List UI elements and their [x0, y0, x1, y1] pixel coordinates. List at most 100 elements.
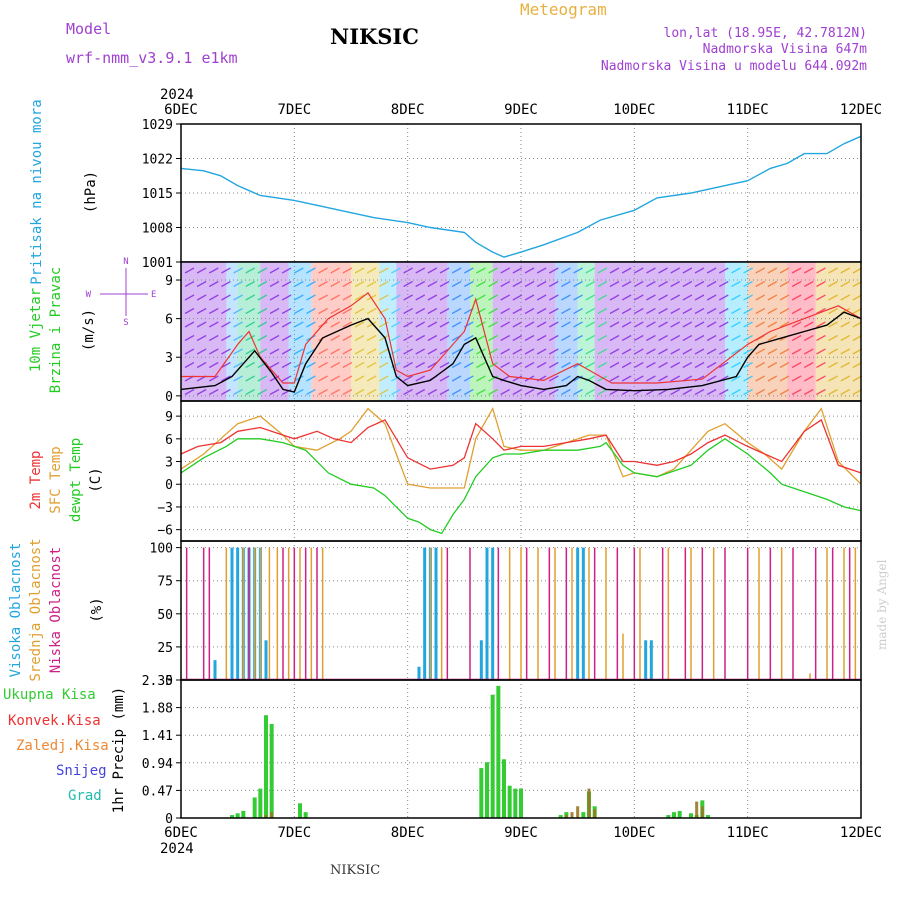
temp-dew-line [180, 438, 862, 535]
wind-arrow [840, 361, 851, 369]
wind-arrow [536, 267, 547, 274]
wind-arrow [840, 307, 851, 315]
wind-arrow [512, 388, 523, 396]
legend-n: N [123, 257, 128, 267]
wind-arrow [488, 294, 498, 301]
wind-arrow [682, 321, 693, 328]
wind-arrow [439, 361, 450, 369]
wind-arrow [512, 348, 523, 355]
wind-arrow [755, 321, 766, 328]
precip-grid [176, 679, 861, 819]
wind-arrow [779, 388, 790, 396]
wind-arrow [318, 280, 328, 288]
wind-arrow [706, 375, 717, 382]
wind-arrow [427, 334, 438, 342]
y-tick-label: 1029 [142, 118, 173, 133]
wind-arrow [803, 334, 814, 342]
wind-arrow [269, 307, 280, 315]
wind-arrow [585, 334, 596, 342]
wind-arrow [330, 361, 341, 369]
wind-arrow [488, 267, 498, 274]
x-tick-bottom-11DEC: 11DEC [727, 825, 769, 841]
wind-arrow [694, 294, 705, 301]
wind-arrow [828, 361, 838, 369]
wind-arrow [451, 280, 462, 288]
wind-arrow [403, 388, 413, 396]
wind-arrow [548, 334, 559, 342]
wind-arrow [743, 388, 753, 396]
wind-arrow [791, 294, 802, 301]
wind-arrow [573, 375, 583, 382]
cloud-bar-high [576, 547, 580, 680]
wind-arrow [524, 307, 535, 315]
wind-arrow [196, 294, 207, 301]
wind-arrow [281, 294, 292, 301]
wind-arrow [293, 280, 304, 288]
wind-arrow [366, 280, 377, 288]
wind-arrow [779, 280, 790, 288]
wind-arrow [221, 267, 231, 274]
wind-arrow [597, 334, 608, 342]
wind-arrow [536, 280, 547, 288]
wind-arrow [791, 321, 802, 328]
wind-arrow [463, 361, 474, 369]
wind-arrow [269, 348, 280, 355]
precip-bar-total [672, 812, 676, 818]
x-axis-bottom: 6DEC 7DEC 8DEC 9DEC 10DEC 11DEC 12DEC [164, 825, 882, 841]
wind-arrow [196, 348, 207, 355]
wind-arrow [706, 267, 717, 274]
wind-arrow [257, 294, 268, 301]
wind-arrow [621, 280, 632, 288]
wind-arrow [184, 334, 195, 342]
wind-arrow [306, 267, 316, 274]
wind-arrow [293, 388, 304, 396]
wind-arrow [476, 361, 486, 369]
precip-legend-conv: Konvek.Kisa [8, 713, 101, 729]
wind-arrow [524, 280, 535, 288]
wind-arrow [391, 388, 401, 396]
x-tick-top-8DEC: 8DEC [391, 102, 425, 118]
wind-arrow [366, 361, 377, 369]
wind-arrow [561, 307, 571, 315]
pressure-panel: 1001 1008 1015 1022 1029 Pritisak na nivou m… [29, 99, 862, 285]
wind-arrow [767, 334, 778, 342]
wind-arrow [500, 348, 511, 355]
wind-arrow [366, 348, 377, 355]
wind-arrow [512, 294, 523, 301]
wind-arrow [828, 307, 838, 315]
wind-arrow [803, 348, 814, 355]
wind-arrow [718, 361, 729, 369]
wind-arrow [803, 294, 814, 301]
wind-arrow [767, 307, 778, 315]
wind-arrow [403, 348, 413, 355]
pressure-line [180, 135, 862, 258]
wind-arrow [403, 294, 413, 301]
wind-arrow [415, 267, 426, 274]
wind-arrow [427, 307, 438, 315]
wind-arrow [439, 334, 450, 342]
wind-arrow [245, 388, 256, 396]
wind-arrow [633, 348, 644, 355]
wind-arrow [318, 361, 328, 369]
wind-arrow [548, 321, 559, 328]
wind-arrow [281, 267, 292, 274]
wind-arrow [306, 375, 316, 382]
wind-arrow [682, 307, 693, 315]
wind-arrow [488, 361, 498, 369]
wind-arrow [500, 280, 511, 288]
wind-arrow [670, 267, 681, 274]
temperature-grid [176, 401, 861, 541]
y-tick-label: 2.35 [142, 674, 173, 689]
wind-arrow [415, 375, 426, 382]
wind-arrow [233, 361, 243, 369]
wind-arrow [463, 267, 474, 274]
precip-bar-total [252, 797, 257, 818]
wind-arrow [573, 280, 583, 288]
wind-arrow [816, 294, 826, 301]
wind-arrow [427, 267, 438, 274]
x-tick-top-7DEC: 7DEC [277, 102, 311, 118]
wind-arrow [621, 375, 632, 382]
wind-arrow [621, 361, 632, 369]
precip-bar-total [581, 812, 586, 818]
wind-arrow [354, 267, 365, 274]
